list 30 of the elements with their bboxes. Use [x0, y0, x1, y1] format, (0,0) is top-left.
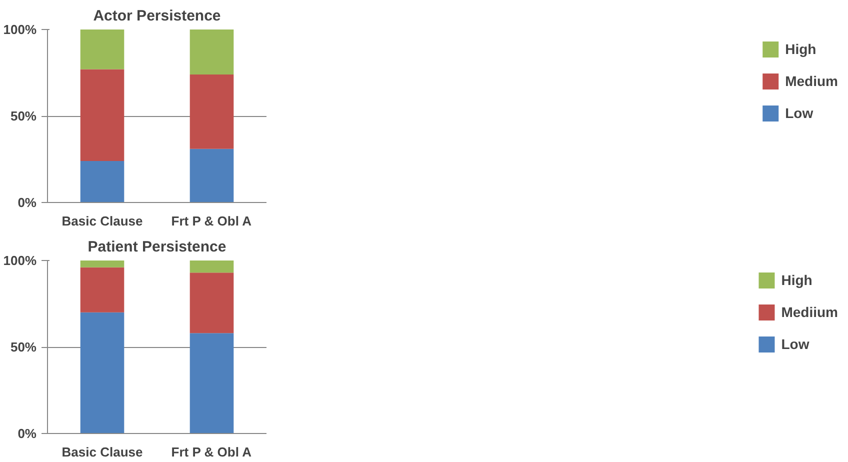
y-tick-label: 50%: [10, 340, 37, 354]
bar: [80, 267, 124, 312]
bar: [190, 148, 234, 202]
bar: [80, 69, 124, 161]
y-tick-label: 50%: [10, 108, 37, 124]
x-tick-label: Basic Clause: [62, 444, 143, 460]
chart-title: Actor Persistence: [93, 8, 221, 24]
legend-label: Mediium: [781, 304, 838, 320]
chart-title: Patient Persistence: [88, 238, 226, 256]
y-tick-label: 0%: [18, 426, 37, 441]
bar: [190, 260, 234, 273]
x-tick-label: Frt P & Obl A: [171, 214, 252, 228]
bar: [80, 312, 124, 434]
bar: [80, 30, 124, 70]
y-tick-label: 0%: [18, 195, 37, 210]
legend-label: High: [785, 41, 816, 57]
bar: [190, 333, 234, 434]
x-tick-label: Frt P & Obl A: [171, 444, 252, 460]
bar: [190, 74, 234, 149]
bar: [190, 272, 234, 334]
legend-label: High: [781, 272, 812, 288]
legend-label: Low: [785, 105, 814, 121]
y-tick-label: 100%: [3, 253, 37, 268]
legend-label: Medium: [785, 73, 838, 89]
bar: [80, 160, 124, 202]
y-tick-label: 100%: [3, 22, 37, 37]
legend-label: Low: [781, 336, 810, 352]
bar: [190, 30, 234, 74]
x-tick-label: Basic Clause: [62, 214, 143, 228]
bar: [80, 260, 124, 268]
